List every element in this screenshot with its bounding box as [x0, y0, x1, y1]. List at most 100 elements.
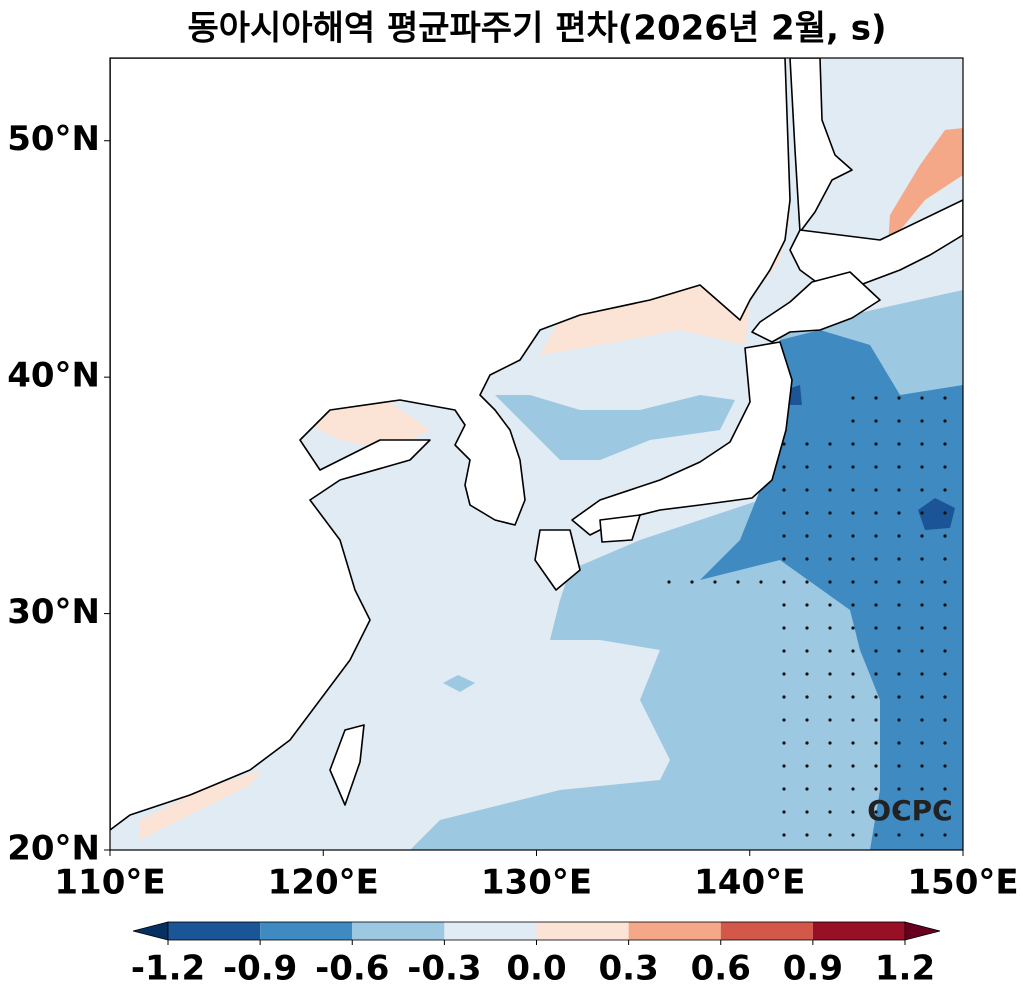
stipple-dot: [943, 672, 947, 676]
stipple-dot: [897, 626, 901, 630]
stipple-dot: [667, 580, 671, 584]
colorbar-bin: [720, 922, 813, 940]
shikoku: [599, 514, 641, 543]
stipple-dot: [805, 580, 809, 584]
stipple-dot: [874, 787, 878, 791]
stipple-dot: [805, 672, 809, 676]
stipple-dot: [920, 419, 924, 423]
stipple-dot: [920, 396, 924, 400]
stipple-dot: [851, 511, 855, 515]
stipple-dot: [805, 695, 809, 699]
stipple-dot: [897, 603, 901, 607]
stipple-dot: [920, 649, 924, 653]
stipple-dot: [943, 511, 947, 515]
stipple-dot: [943, 649, 947, 653]
land: [110, 58, 963, 831]
stipple-dot: [805, 741, 809, 745]
stipple-dot: [828, 718, 832, 722]
stipple-dot: [897, 465, 901, 469]
stipple-dot: [782, 603, 786, 607]
stipple-dot: [782, 787, 786, 791]
stipple-dot: [805, 442, 809, 446]
stipple-dot: [782, 488, 786, 492]
kyushu: [534, 529, 581, 591]
stipple-dot: [920, 511, 924, 515]
stipple-dot: [805, 810, 809, 814]
stipple-dot: [897, 787, 901, 791]
stipple-dot: [897, 396, 901, 400]
stipple-dot: [851, 465, 855, 469]
stipple-dot: [897, 511, 901, 515]
colorbar-tick-label: 0.3: [599, 949, 659, 989]
stipple-dot: [805, 833, 809, 837]
stipple-dot: [851, 649, 855, 653]
stipple-dot: [920, 626, 924, 630]
stipple-dot: [874, 603, 878, 607]
stipple-dot: [897, 718, 901, 722]
stipple-dot: [759, 580, 763, 584]
colorbar-under: [132, 921, 169, 941]
stipple-dot: [874, 534, 878, 538]
stipple-dot: [920, 534, 924, 538]
watermark: OCPC: [867, 794, 952, 827]
stipple-dot: [828, 465, 832, 469]
stipple-dot: [805, 764, 809, 768]
stipple-dot: [690, 580, 694, 584]
stipple-dot: [897, 557, 901, 561]
stipple-dot: [851, 672, 855, 676]
stipple-dot: [828, 534, 832, 538]
stipple-dot: [713, 580, 717, 584]
stipple-dot: [805, 626, 809, 630]
colorbar-bin: [444, 922, 537, 940]
y-tick-label: 50°N: [7, 119, 100, 159]
stipple-dot: [897, 649, 901, 653]
stipple-dot: [897, 534, 901, 538]
stipple-dot: [943, 741, 947, 745]
stipple-dot: [874, 488, 878, 492]
stipple-dot: [851, 557, 855, 561]
stipple-dot: [782, 672, 786, 676]
stipple-dot: [920, 603, 924, 607]
stipple-dot: [782, 695, 786, 699]
stipple-dot: [851, 488, 855, 492]
colorbar-tick-label: -0.3: [407, 949, 481, 989]
y-tick-label: 20°N: [7, 829, 100, 869]
contour-region: [700, 330, 963, 850]
stipple-dot: [851, 695, 855, 699]
stipple-dot: [782, 810, 786, 814]
stipple-dot: [828, 488, 832, 492]
stipple-dot: [920, 465, 924, 469]
stipple-dot: [920, 787, 924, 791]
stipple-dot: [828, 626, 832, 630]
stipple-dot: [943, 764, 947, 768]
stipple-dot: [851, 787, 855, 791]
stipple-dot: [943, 787, 947, 791]
stipple-dot: [851, 626, 855, 630]
stipple-dot: [920, 672, 924, 676]
stipple-dot: [828, 511, 832, 515]
stipple-dot: [874, 626, 878, 630]
stipple-dot: [828, 672, 832, 676]
stipple-dot: [920, 833, 924, 837]
stipple-dot: [782, 580, 786, 584]
stipple-dot: [828, 649, 832, 653]
continent: [110, 58, 791, 831]
stipple-dot: [851, 603, 855, 607]
colorbar-over: [904, 921, 941, 941]
stippling: [667, 396, 947, 837]
stipple-dot: [874, 810, 878, 814]
contour-region: [888, 128, 963, 245]
contour-region: [540, 185, 790, 355]
stipple-dot: [851, 396, 855, 400]
stipple-dot: [897, 580, 901, 584]
y-tick-label: 30°N: [7, 592, 100, 632]
stipple-dot: [782, 557, 786, 561]
stipple-dot: [943, 419, 947, 423]
stipple-dot: [782, 764, 786, 768]
stipple-dot: [782, 718, 786, 722]
stipple-dot: [920, 764, 924, 768]
colorbar-bin: [260, 922, 353, 940]
stipple-dot: [874, 419, 878, 423]
stipple-dot: [920, 718, 924, 722]
stipple-dot: [943, 534, 947, 538]
